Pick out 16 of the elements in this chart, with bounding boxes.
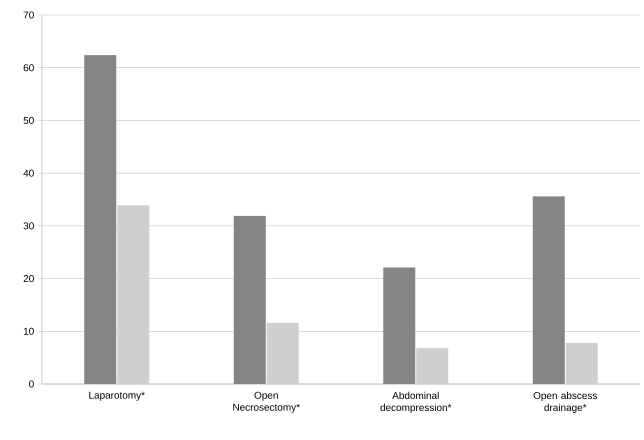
bar bbox=[117, 205, 150, 384]
y-tick-label: 10 bbox=[24, 328, 34, 335]
y-tick-label: 0 bbox=[29, 380, 34, 388]
x-tick-label: Open abscess drainage* bbox=[534, 392, 598, 414]
x-tick-label: Open Necrosectomy* bbox=[233, 392, 300, 413]
x-tick-label: Laparotomy* bbox=[89, 392, 145, 401]
bar bbox=[566, 342, 598, 384]
y-tick-label: 30 bbox=[24, 222, 34, 230]
bar bbox=[266, 322, 299, 384]
bar bbox=[416, 348, 448, 384]
y-tick-label: 60 bbox=[24, 64, 34, 72]
y-tick-label: 20 bbox=[24, 275, 34, 282]
x-tick-label: Abdominal decompression* bbox=[380, 392, 452, 414]
y-tick-label: 70 bbox=[24, 11, 34, 19]
y-tick-label: 40 bbox=[23, 170, 34, 177]
y-tick-label: 50 bbox=[24, 116, 34, 124]
